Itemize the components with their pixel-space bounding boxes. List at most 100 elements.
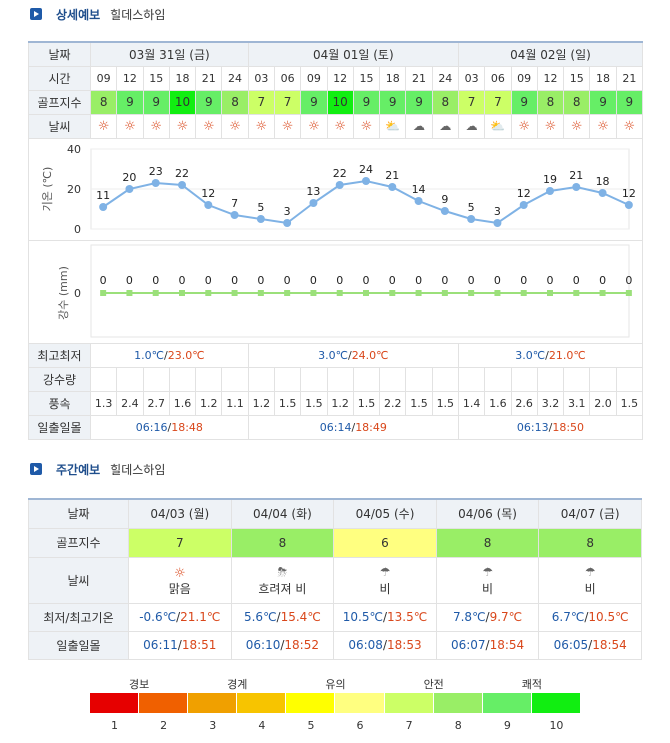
day-header: 04월 02일 (일) <box>457 41 644 67</box>
weekly-date-cell: 04/05 (수) <box>333 498 437 529</box>
legend-number: 5 <box>307 719 315 732</box>
weekly-date-row: 날짜 04/03 (월) 04/04 (화) 04/05 (수) 04/06 (목) 0… <box>28 498 642 529</box>
weekly-weather-cell: ⛈ 흐려져 비 <box>230 556 335 604</box>
time-cell: 09 <box>300 65 328 91</box>
wind-cell: 2.0 <box>589 390 617 416</box>
detail-forecast-table: 날짜 03월 31일 (금) 04월 01일 (토) 04월 02일 (일) 시… <box>28 41 644 440</box>
sun-icon: ☼ <box>518 118 530 134</box>
golf-index-cell: 7 <box>273 89 302 115</box>
rain-label: 0 <box>415 274 422 287</box>
temperature-point <box>204 201 213 209</box>
temperature-label: 23 <box>149 165 163 178</box>
precip-cell <box>168 366 197 392</box>
wind-cell: 1.5 <box>300 390 328 416</box>
legend-number: 9 <box>503 719 511 732</box>
rain-point <box>284 290 291 296</box>
sunrise-row: 일출일몰 06:16/18:48 06:14/18:49 06:13/18:50 <box>28 414 644 440</box>
legend-number: 7 <box>405 719 413 732</box>
weekly-forecast-table: 날짜 04/03 (월) 04/04 (화) 04/05 (수) 04/06 (목) 0… <box>28 498 642 660</box>
cloud-rain-sun-icon: ⛈ <box>277 565 288 579</box>
rain-label: 0 <box>520 274 527 287</box>
sun-icon: ☼ <box>97 118 110 134</box>
wind-cell: 1.6 <box>484 390 512 416</box>
wind-cell: 1.5 <box>615 390 644 416</box>
temperature-label: 5 <box>468 201 475 214</box>
golf-index-legend <box>90 693 581 713</box>
time-cell: 21 <box>195 65 223 91</box>
temperature-label: 20 <box>122 171 136 184</box>
wind-cell: 3.1 <box>563 390 591 416</box>
precip-cell <box>484 366 512 392</box>
temperature-point <box>440 207 449 215</box>
legend-label: 안전 <box>423 678 444 691</box>
temperature-point <box>546 187 554 195</box>
weekly-weather-label: 날씨 <box>28 556 129 604</box>
wind-cell: 1.1 <box>221 390 249 416</box>
time-cell: 09 <box>510 65 538 91</box>
time-cell: 06 <box>484 65 512 91</box>
time-cell: 12 <box>536 65 565 91</box>
weekly-title-label: 주간예보 <box>56 462 101 477</box>
rain-point <box>179 290 185 296</box>
weekly-temp-cell: 6.7℃/10.5℃ <box>538 602 642 632</box>
precip-cell <box>195 366 223 392</box>
legend-number: 1 <box>111 719 119 732</box>
legend-number: 3 <box>209 719 217 732</box>
sun-icon: ☼ <box>255 118 268 134</box>
golf-index-cell: 9 <box>589 89 617 115</box>
weekly-golf-cell: 7 <box>128 527 232 558</box>
weather-cell: ☼ <box>352 113 381 139</box>
temperature-point <box>283 219 292 227</box>
rain-point <box>100 290 107 296</box>
sun-icon: ☼ <box>176 118 189 134</box>
golf-row-label: 골프지수 <box>28 89 91 115</box>
wind-cell: 1.6 <box>168 390 197 416</box>
legend-number: 4 <box>258 719 266 732</box>
time-cell: 15 <box>563 65 591 91</box>
time-cell: 03 <box>457 65 486 91</box>
weekly-date-cell: 04/06 (목) <box>435 498 540 529</box>
weekly-sun-cell: 06:10/18:52 <box>230 630 335 660</box>
temperature-label: 5 <box>257 201 264 214</box>
weather-cell: ☼ <box>221 113 249 139</box>
sun-icon: ☼ <box>544 118 557 134</box>
weather-desc: 비 <box>379 582 391 596</box>
rain-label: 0 <box>494 274 501 287</box>
temperature-label: 7 <box>231 197 238 210</box>
weekly-sun-cell: 06:11/18:51 <box>128 630 232 660</box>
temperature-point <box>388 183 397 191</box>
day-header: 04월 01일 (토) <box>247 41 459 67</box>
rain-label: 0 <box>573 274 580 287</box>
weather-cell: ☼ <box>116 113 144 139</box>
golf-index-cell: 9 <box>116 89 144 115</box>
legend-number: 10 <box>549 719 564 732</box>
rain-point <box>126 290 133 296</box>
legend-label: 경계 <box>227 678 248 691</box>
time-cell: 12 <box>326 65 354 91</box>
minmax-cell: 1.0℃/23.0℃ <box>90 342 249 368</box>
detail-forecast-title: 상세예보 힐데스하임 <box>30 5 165 23</box>
y-axis-label: 기온 (℃) <box>41 167 54 212</box>
legend-swatch <box>384 693 434 713</box>
temperature-point <box>151 179 160 187</box>
rain-point <box>625 290 632 296</box>
temperature-point <box>99 203 108 211</box>
rain-icon: ☂ <box>482 565 493 579</box>
temperature-point <box>624 201 633 209</box>
wind-cell: 1.2 <box>247 390 275 416</box>
rain-point <box>257 290 264 296</box>
weather-cell: ☼ <box>168 113 197 139</box>
weekly-temp-label: 최저/최고기온 <box>28 602 129 632</box>
temperature-point <box>178 181 186 189</box>
sun-icon: ☼ <box>597 118 609 134</box>
sun-icon: ☼ <box>334 118 346 134</box>
precip-row-label: 강수량 <box>28 366 91 392</box>
precip-cell <box>142 366 170 392</box>
minmax-row-label: 최고최저 <box>28 342 91 368</box>
date-row-label: 날짜 <box>28 41 91 67</box>
rain-label: 0 <box>363 274 370 287</box>
wind-row-label: 풍속 <box>28 390 91 416</box>
rain-point <box>520 290 527 296</box>
temperature-label: 11 <box>96 189 110 202</box>
